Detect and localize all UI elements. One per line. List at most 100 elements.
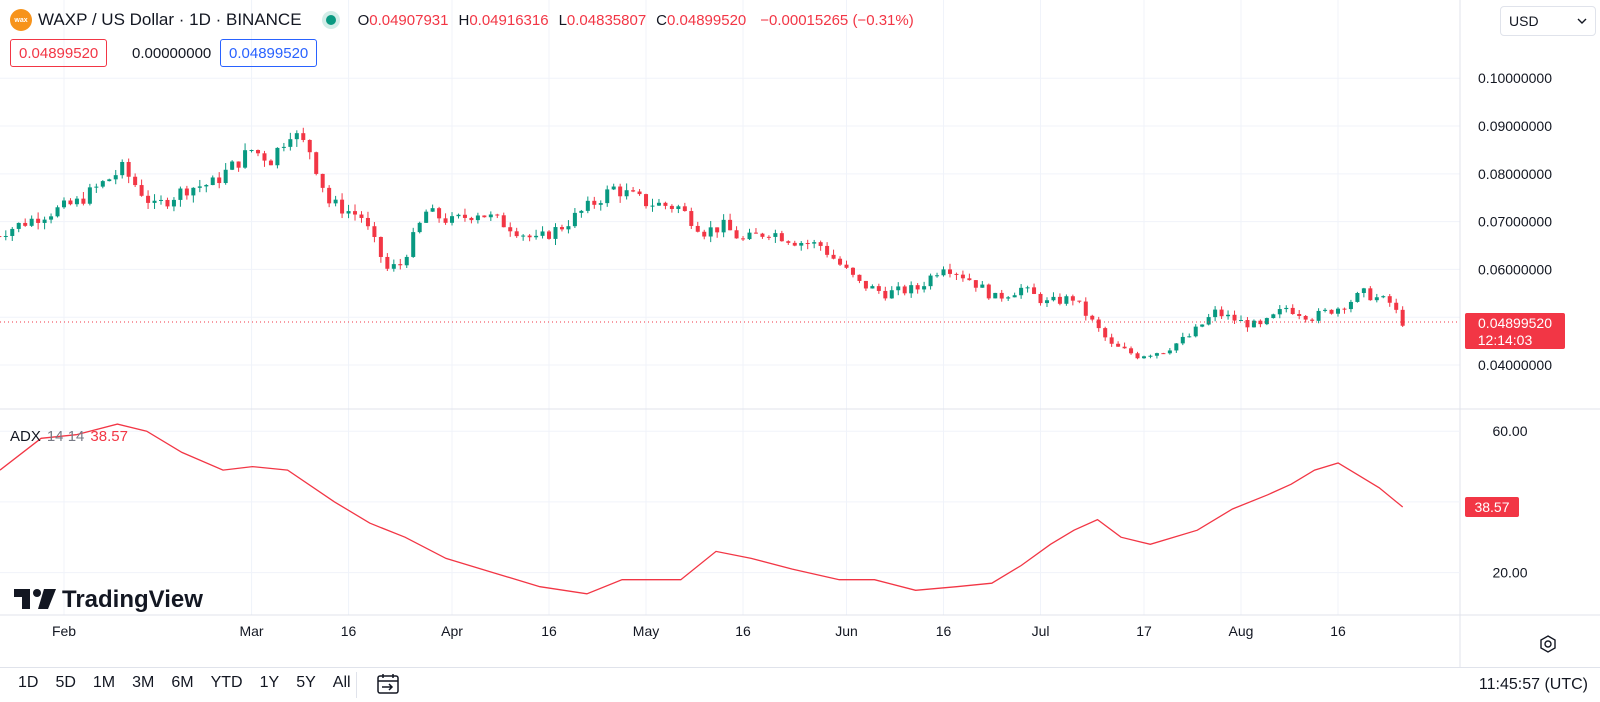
bottom-toolbar: 1D 5D 1M 3M 6M YTD 1Y 5Y All 11:45:57 (U… [0,667,1600,702]
candle-body [876,286,881,291]
ohlc-readout: O0.04907931 H0.04916316 L0.04835807 C0.0… [357,11,914,29]
candle-body [1193,326,1198,337]
adx-tick-label: 20.00 [1492,565,1527,581]
candle-body [126,161,131,177]
x-tick-label: 16 [735,623,751,639]
candle-body [508,227,513,232]
candle-body [1019,287,1024,296]
adx-legend[interactable]: ADX 14 14 38.57 [10,428,128,445]
candle-body [488,214,493,218]
candle-body [559,227,564,230]
symbol-title[interactable]: WAXP / US Dollar · 1D · BINANCE [38,10,302,29]
price-axis[interactable]: 0.04000000 0.06000000 0.07000000 0.08000000… [1478,70,1552,373]
range-3m[interactable]: 3M [132,674,155,691]
settings-icon[interactable] [1538,634,1558,654]
candle-body [999,292,1004,299]
toolbar-divider [356,672,357,698]
candle-body [689,211,694,226]
candle-body [534,235,539,238]
candle-body [663,202,668,206]
candle-body [708,227,713,237]
candle-body [1374,297,1379,301]
candle-body [230,161,235,170]
candle-body [799,243,804,246]
candle-body [844,264,849,268]
range-5y[interactable]: 5Y [296,674,316,691]
buy-price-button[interactable]: 0.04899520 [220,39,318,67]
candle-body [1290,307,1295,315]
candle-body [1400,309,1405,326]
candle-body [327,187,332,204]
time-axis[interactable]: Feb Mar 16 Apr 16 May 16 Jun 16 Jul 17 Aug 16 [52,623,1346,639]
range-6m[interactable]: 6M [171,674,194,691]
candle-body [10,228,15,236]
candle-body [107,179,112,182]
range-1m[interactable]: 1M [92,674,116,691]
countdown-value: 12:14:03 [1478,332,1533,348]
x-tick-label: May [633,623,659,639]
date-range-calendar-icon[interactable] [376,672,400,696]
candle-body [236,161,241,168]
tradingview-logo[interactable]: TradingView [14,586,203,614]
range-1d[interactable]: 1D [18,674,39,691]
low-value: 0.04835807 [566,11,647,29]
range-1y[interactable]: 1Y [259,674,280,691]
range-all[interactable]: All [332,674,351,691]
candle-body [36,218,41,223]
x-tick-label: Apr [441,623,463,639]
utc-clock[interactable]: 11:45:57 (UTC) [1478,676,1588,693]
range-ytd[interactable]: YTD [210,674,243,691]
x-tick-label: Mar [239,623,263,639]
candle-body [1141,356,1146,359]
range-5d[interactable]: 5D [55,674,76,691]
candle-body [1135,353,1140,359]
candle-body [365,217,370,227]
candle-body [223,169,228,184]
x-tick-label: 17 [1136,623,1152,639]
candle-body [870,286,875,289]
candle-body [469,217,474,221]
currency-select[interactable]: USD [1500,6,1596,36]
candle-body [411,232,416,257]
candle-body [682,206,687,212]
candle-body [676,206,681,209]
candle-body [49,216,54,220]
candle-body [1025,287,1030,289]
sell-price-button[interactable]: 0.04899520 [10,39,108,67]
candle-body [1219,309,1224,317]
candle-body [980,284,985,288]
candle-body [838,258,843,265]
candle-body [113,175,118,180]
market-status-icon[interactable] [325,15,336,25]
adx-axis[interactable]: 20.00 60.00 [1492,423,1527,580]
candle-body [702,231,707,237]
candle-body [462,214,467,218]
candle-body [184,188,189,196]
candle-body [741,238,746,240]
candle-body [1187,336,1192,338]
candle-body [1329,309,1334,314]
candle-body [275,147,280,166]
x-tick-label: Jun [835,623,858,639]
candle-body [1167,350,1172,354]
candle-body [87,187,92,204]
candle-body [566,226,571,230]
candle-body [301,133,306,140]
adx-params: 14 14 [46,428,85,445]
candle-body [74,198,79,205]
x-tick-label: 16 [541,623,557,639]
candle-body [812,242,817,244]
candle-body [1232,314,1237,321]
candle-body [1200,324,1205,327]
candle-body [204,185,209,187]
candle-body [760,233,765,237]
candle-body [197,186,202,188]
candle-body [1109,337,1114,344]
x-tick-label: Aug [1229,623,1254,639]
candle-body [1226,314,1231,317]
candle-body [391,264,396,269]
spread-value: 0.00000000 [132,44,212,62]
candle-body [1006,297,1011,299]
candle-body [831,254,836,259]
